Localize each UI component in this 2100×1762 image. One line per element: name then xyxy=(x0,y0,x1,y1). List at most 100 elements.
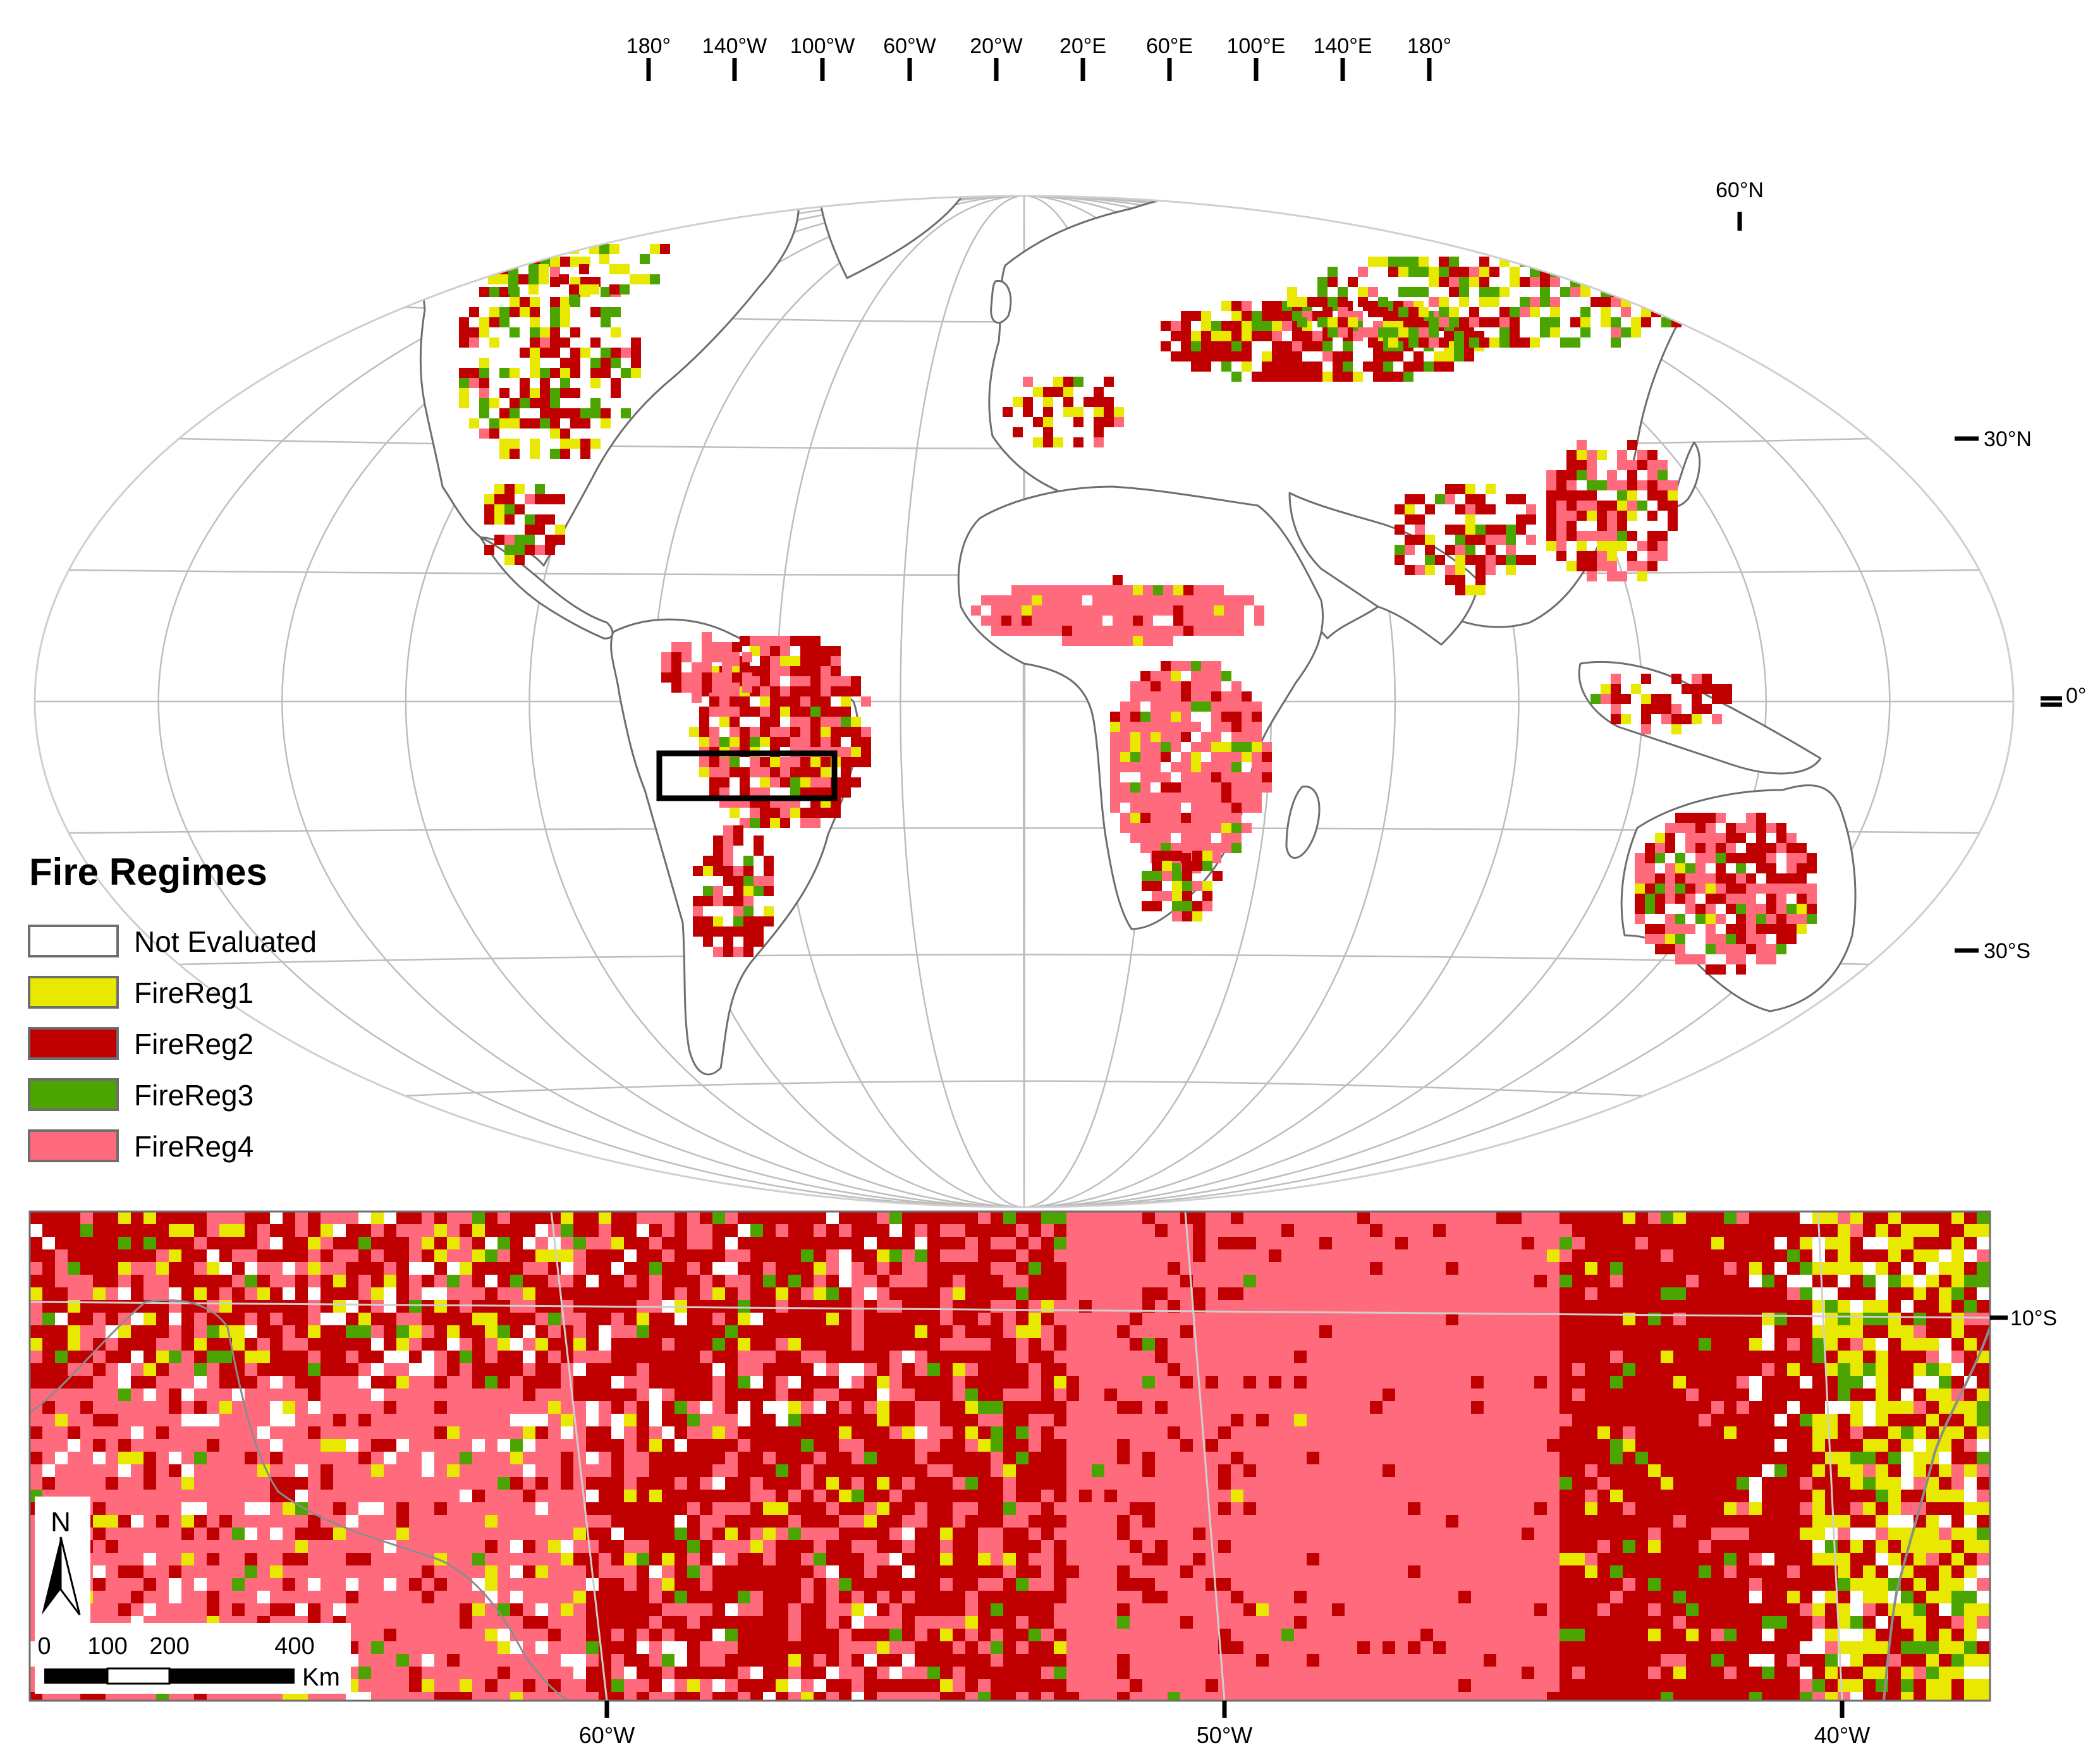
fire-pixel xyxy=(1062,585,1072,595)
raster-cell xyxy=(1218,1376,1231,1389)
fire-pixel xyxy=(1231,351,1242,362)
fire-pixel xyxy=(723,896,733,906)
raster-cell xyxy=(485,1313,498,1326)
fire-pixel xyxy=(479,428,489,439)
raster-cell xyxy=(662,1439,675,1452)
fire-pixel xyxy=(1022,626,1032,636)
raster-cell xyxy=(1243,1300,1257,1313)
raster-cell xyxy=(1522,1325,1535,1339)
fire-pixel xyxy=(693,916,703,927)
raster-cell xyxy=(1357,1224,1370,1237)
fire-pixel xyxy=(1675,954,1685,964)
fire-pixel xyxy=(1252,782,1262,793)
raster-cell xyxy=(599,1363,612,1376)
fire-pixel xyxy=(530,439,540,449)
raster-cell xyxy=(1534,1351,1548,1364)
fire-pixel xyxy=(1163,595,1173,605)
raster-cell xyxy=(1623,1388,1636,1402)
fire-pixel xyxy=(1668,490,1678,501)
raster-cell xyxy=(763,1212,776,1225)
fire-pixel xyxy=(1617,450,1627,460)
raster-cell xyxy=(1256,1439,1269,1452)
fire-pixel xyxy=(599,254,609,264)
raster-cell xyxy=(1699,1249,1712,1263)
raster-cell xyxy=(776,1439,789,1452)
raster-cell xyxy=(1243,1414,1257,1427)
raster-cell xyxy=(1623,1376,1636,1389)
fire-pixel xyxy=(530,348,540,358)
raster-cell xyxy=(30,1439,43,1452)
raster-cell xyxy=(118,1376,131,1389)
raster-cell xyxy=(877,1388,890,1402)
raster-cell xyxy=(1003,1262,1016,1275)
raster-cell xyxy=(1142,1300,1156,1313)
raster-cell xyxy=(637,1237,650,1250)
raster-cell xyxy=(1395,1388,1408,1402)
raster-cell xyxy=(624,1287,637,1301)
raster-cell xyxy=(548,1338,561,1351)
fire-pixel xyxy=(1358,287,1368,297)
fire-pixel xyxy=(1786,863,1797,873)
raster-cell xyxy=(371,1401,384,1414)
raster-cell xyxy=(1597,1351,1611,1364)
raster-cell xyxy=(1711,1338,1725,1351)
raster-cell xyxy=(1256,1300,1269,1313)
raster-cell xyxy=(1370,1363,1383,1376)
raster-cell xyxy=(1825,1388,1838,1402)
raster-cell xyxy=(1749,1338,1762,1351)
fire-pixel xyxy=(499,368,510,378)
raster-cell xyxy=(902,1426,915,1440)
raster-cell xyxy=(1673,1363,1687,1376)
raster-cell xyxy=(447,1376,460,1389)
fire-pixel xyxy=(743,876,754,886)
raster-cell xyxy=(1345,1313,1358,1326)
fire-pixel xyxy=(570,368,580,378)
fire-pixel xyxy=(1556,531,1566,541)
fire-pixel xyxy=(1786,884,1797,894)
fire-pixel xyxy=(1052,605,1062,616)
raster-cell xyxy=(889,1275,903,1288)
raster-cell xyxy=(1079,1287,1092,1301)
raster-cell xyxy=(1560,1414,1573,1427)
fire-pixel xyxy=(540,348,550,358)
raster-cell xyxy=(738,1313,751,1326)
raster-cell xyxy=(1345,1262,1358,1275)
raster-cell xyxy=(889,1439,903,1452)
raster-cell xyxy=(889,1426,903,1440)
raster-cell xyxy=(991,1414,1004,1427)
raster-cell xyxy=(1977,1224,1990,1237)
raster-cell xyxy=(245,1426,258,1440)
raster-cell xyxy=(1597,1212,1611,1225)
raster-cell xyxy=(1471,1313,1484,1326)
fire-pixel xyxy=(1597,551,1607,561)
raster-cell xyxy=(320,1376,334,1389)
raster-cell xyxy=(1522,1351,1535,1364)
fire-pixel xyxy=(1675,853,1685,863)
fire-pixel xyxy=(539,274,549,284)
raster-cell xyxy=(1281,1237,1295,1250)
raster-cell xyxy=(1597,1224,1611,1237)
raster-cell xyxy=(270,1224,283,1237)
raster-cell xyxy=(1888,1338,1902,1351)
raster-cell xyxy=(1003,1212,1016,1225)
fire-pixel xyxy=(1617,460,1627,470)
raster-cell xyxy=(30,1452,43,1465)
raster-cell xyxy=(434,1388,448,1402)
fire-pixel xyxy=(510,398,520,408)
raster-cell xyxy=(1876,1388,1889,1402)
raster-cell xyxy=(219,1224,233,1237)
raster-cell xyxy=(738,1452,751,1465)
fire-pixel xyxy=(764,856,774,866)
raster-cell xyxy=(978,1452,991,1465)
raster-cell xyxy=(1711,1237,1725,1250)
raster-cell xyxy=(801,1249,814,1263)
raster-cell xyxy=(1876,1351,1889,1364)
raster-cell xyxy=(1446,1439,1459,1452)
raster-cell xyxy=(1774,1363,1788,1376)
fire-pixel xyxy=(851,777,861,787)
raster-cell xyxy=(1597,1262,1611,1275)
fire-pixel xyxy=(1151,742,1161,752)
raster-cell xyxy=(80,1212,94,1225)
raster-cell xyxy=(940,1262,953,1275)
raster-cell xyxy=(940,1376,953,1389)
